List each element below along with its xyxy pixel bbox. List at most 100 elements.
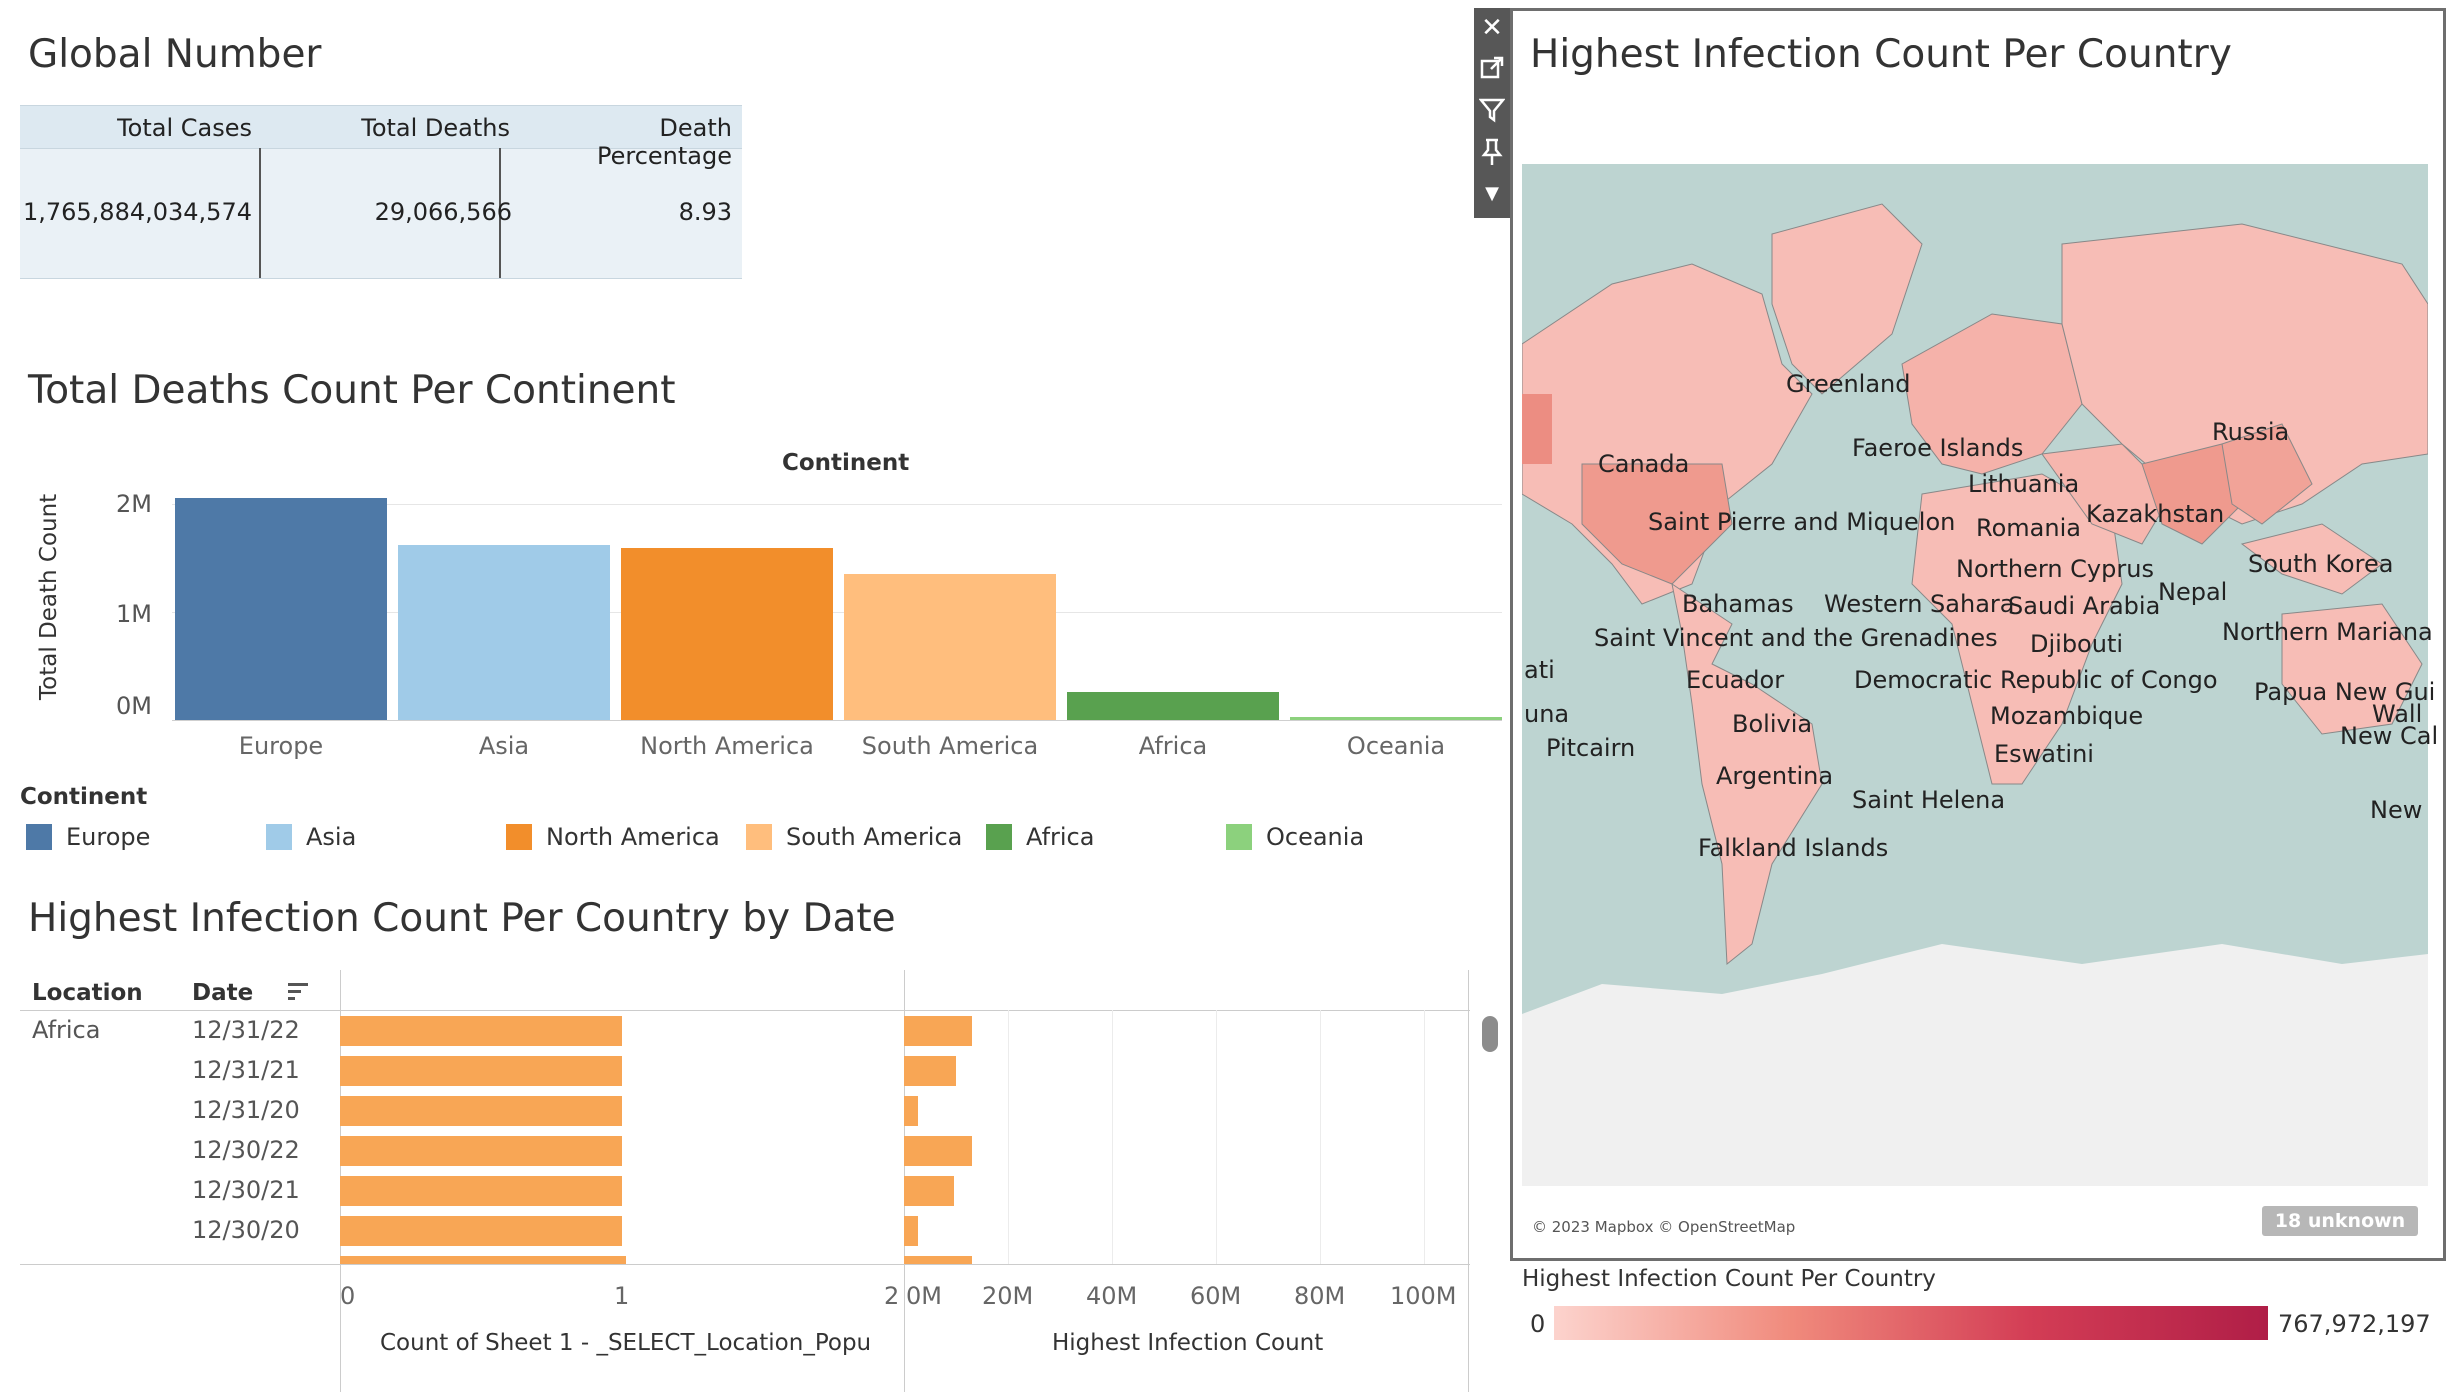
date-cell: 12/30/20 bbox=[192, 1216, 300, 1244]
bar-oceania[interactable] bbox=[1290, 717, 1502, 720]
map-attribution[interactable]: © 2023 Mapbox © OpenStreetMap bbox=[1532, 1218, 1796, 1236]
location-cell: Africa bbox=[32, 1016, 101, 1044]
map-label: Eswatini bbox=[1994, 740, 2094, 768]
map-label: New Cal bbox=[2340, 722, 2439, 750]
legend-label: Oceania bbox=[1266, 823, 1365, 851]
legend-item-north-america[interactable]: North America bbox=[506, 823, 720, 851]
legend-label: Europe bbox=[66, 823, 151, 851]
count-bar[interactable] bbox=[340, 1176, 622, 1206]
map-label: Falkland Islands bbox=[1698, 834, 1889, 862]
x-category-label: Europe bbox=[238, 732, 324, 760]
map-label: Mozambique bbox=[1990, 702, 2144, 730]
bar-asia[interactable] bbox=[398, 545, 610, 720]
world-map[interactable] bbox=[1522, 164, 2428, 1186]
infection-bar[interactable] bbox=[904, 1176, 954, 1206]
legend-item-africa[interactable]: Africa bbox=[986, 823, 1094, 851]
count-bar[interactable] bbox=[340, 1016, 622, 1046]
unknown-badge[interactable]: 18 unknown bbox=[2262, 1206, 2418, 1236]
pane-divider bbox=[1468, 970, 1469, 1392]
map-label: una bbox=[1524, 700, 1570, 728]
infection-bar[interactable] bbox=[904, 1016, 972, 1046]
continent-chart-title: Total Deaths Count Per Continent bbox=[28, 368, 676, 413]
bar-south-america[interactable] bbox=[844, 574, 1056, 720]
bar-north-america[interactable] bbox=[621, 548, 833, 720]
chevron-down-icon[interactable]: ▼ bbox=[1485, 183, 1499, 204]
value-total-deaths: 29,066,566 bbox=[374, 198, 512, 226]
infection-axis-tick: 100M bbox=[1390, 1282, 1457, 1310]
legend-swatch bbox=[26, 824, 52, 850]
infection-bar[interactable] bbox=[904, 1216, 918, 1246]
global-number-table: Total Cases Total Deaths Death Percentag… bbox=[20, 105, 742, 279]
map-label: Bahamas bbox=[1682, 590, 1794, 618]
gridline bbox=[1320, 1010, 1321, 1264]
infection-axis-tick: 20M bbox=[982, 1282, 1034, 1310]
map-label: Romania bbox=[1976, 514, 2081, 542]
header-total-deaths: Total Deaths bbox=[361, 114, 510, 142]
sort-icon[interactable] bbox=[286, 980, 310, 1002]
gridline bbox=[172, 612, 1502, 613]
clipped-row-bar bbox=[340, 1256, 626, 1264]
gridline bbox=[1112, 1010, 1113, 1264]
scrollbar-thumb[interactable] bbox=[1482, 1016, 1498, 1052]
gridline bbox=[1424, 1010, 1425, 1264]
legend-swatch bbox=[1226, 824, 1252, 850]
legend-swatch bbox=[266, 824, 292, 850]
legend-title: Continent bbox=[20, 784, 148, 810]
map-label: Pitcairn bbox=[1546, 734, 1636, 762]
map-label: Western Sahara bbox=[1824, 590, 2015, 618]
map-label: Bolivia bbox=[1732, 710, 1813, 738]
baseline bbox=[172, 720, 1502, 721]
map-label: South Korea bbox=[2248, 550, 2394, 578]
map-label: Lithuania bbox=[1968, 470, 2080, 498]
date-cell: 12/31/21 bbox=[192, 1056, 300, 1084]
infection-bar[interactable] bbox=[904, 1056, 956, 1086]
date-cell: 12/31/22 bbox=[192, 1016, 300, 1044]
legend-label: Asia bbox=[306, 823, 357, 851]
header-divider bbox=[20, 1010, 1470, 1011]
gridline bbox=[172, 504, 1502, 505]
filter-icon[interactable] bbox=[1474, 92, 1510, 128]
y-axis-title: Total Death Count bbox=[36, 493, 62, 700]
infection-axis-tick: 40M bbox=[1086, 1282, 1138, 1310]
count-bar[interactable] bbox=[340, 1056, 622, 1086]
column-header-location[interactable]: Location bbox=[32, 980, 143, 1006]
x-category-label: Asia bbox=[478, 732, 530, 760]
open-external-icon[interactable] bbox=[1474, 50, 1510, 86]
bar-africa[interactable] bbox=[1067, 692, 1279, 720]
map-label: Kazakhstan bbox=[2086, 500, 2225, 528]
legend-swatch bbox=[506, 824, 532, 850]
x-category-label: Oceania bbox=[1346, 732, 1446, 760]
infection-axis-tick: 0M bbox=[906, 1282, 942, 1310]
count-bar[interactable] bbox=[340, 1096, 622, 1126]
pin-icon[interactable] bbox=[1474, 134, 1510, 170]
close-icon[interactable]: ✕ bbox=[1481, 13, 1503, 43]
map-label: Canada bbox=[1598, 450, 1690, 478]
infection-bar[interactable] bbox=[904, 1096, 918, 1126]
date-cell: 12/30/21 bbox=[192, 1176, 300, 1204]
column-header-date[interactable]: Date bbox=[192, 980, 254, 1006]
map-label: Faeroe Islands bbox=[1852, 434, 2024, 462]
map-label: Djibouti bbox=[2030, 630, 2124, 658]
count-bar[interactable] bbox=[340, 1136, 622, 1166]
count-bar[interactable] bbox=[340, 1216, 622, 1246]
legend-swatch bbox=[746, 824, 772, 850]
map-label: Ecuador bbox=[1686, 666, 1785, 694]
infection-bar[interactable] bbox=[904, 1136, 972, 1166]
table-header bbox=[20, 106, 742, 149]
legend-item-europe[interactable]: Europe bbox=[26, 823, 150, 851]
infection-axis-tick: 60M bbox=[1190, 1282, 1242, 1310]
map-label: Northern Cyprus bbox=[1956, 555, 2154, 583]
date-cell: 12/30/22 bbox=[192, 1136, 300, 1164]
count-axis-tick: 1 bbox=[614, 1282, 630, 1310]
legend-item-asia[interactable]: Asia bbox=[266, 823, 356, 851]
map-legend-max: 767,972,197 bbox=[2278, 1310, 2431, 1338]
x-category-label: South America bbox=[861, 732, 1039, 760]
bar-europe[interactable] bbox=[175, 498, 387, 720]
map-label: Saudi Arabia bbox=[2008, 592, 2161, 620]
legend-label: Africa bbox=[1026, 823, 1095, 851]
gridline bbox=[1008, 1010, 1009, 1264]
country-date-title: Highest Infection Count Per Country by D… bbox=[28, 896, 896, 941]
value-total-cases: 1,765,884,034,574 bbox=[22, 198, 252, 226]
legend-item-south-america[interactable]: South America bbox=[746, 823, 962, 851]
legend-item-oceania[interactable]: Oceania bbox=[1226, 823, 1364, 851]
